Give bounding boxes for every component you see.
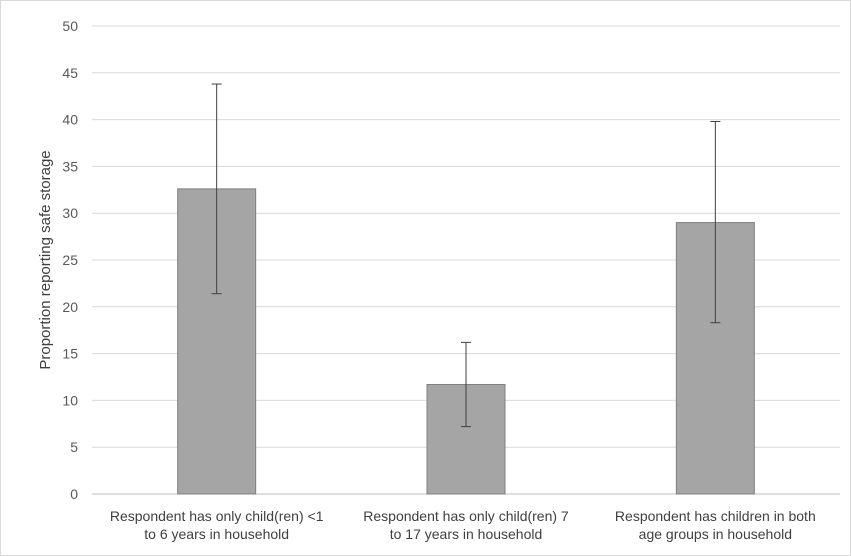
bars bbox=[177, 188, 755, 495]
y-tick-40: 40 bbox=[62, 112, 78, 128]
category-labels: Respondent has only child(ren) <1 to 6 ye… bbox=[110, 508, 816, 542]
y-tick-15: 15 bbox=[62, 346, 78, 362]
y-tick-labels: 0 5 10 15 20 25 30 35 40 45 50 bbox=[62, 18, 78, 502]
bar-2 bbox=[675, 222, 755, 495]
category-label-0: Respondent has only child(ren) <1 to 6 ye… bbox=[110, 508, 324, 542]
category-label-1-line-1: to 17 years in household bbox=[390, 526, 543, 542]
y-tick-35: 35 bbox=[62, 158, 78, 174]
y-tick-45: 45 bbox=[62, 65, 78, 81]
category-label-2-line-0: Respondent has children in both bbox=[615, 508, 816, 524]
y-tick-0: 0 bbox=[70, 486, 78, 502]
category-label-1-line-0: Respondent has only child(ren) 7 bbox=[363, 508, 569, 524]
category-label-2: Respondent has children in both age group… bbox=[615, 508, 816, 542]
category-label-0-line-0: Respondent has only child(ren) <1 bbox=[110, 508, 324, 524]
y-tick-5: 5 bbox=[70, 439, 78, 455]
y-tick-10: 10 bbox=[62, 392, 78, 408]
y-axis-label: Proportion reporting safe storage bbox=[37, 150, 54, 369]
category-label-2-line-1: age groups in household bbox=[639, 526, 792, 542]
y-tick-20: 20 bbox=[62, 299, 78, 315]
y-tick-30: 30 bbox=[62, 205, 78, 221]
category-label-0-line-1: to 6 years in household bbox=[144, 526, 289, 542]
y-tick-50: 50 bbox=[62, 18, 78, 34]
category-label-1: Respondent has only child(ren) 7 to 17 ye… bbox=[363, 508, 569, 542]
y-tick-25: 25 bbox=[62, 252, 78, 268]
error-bars bbox=[211, 83, 721, 428]
